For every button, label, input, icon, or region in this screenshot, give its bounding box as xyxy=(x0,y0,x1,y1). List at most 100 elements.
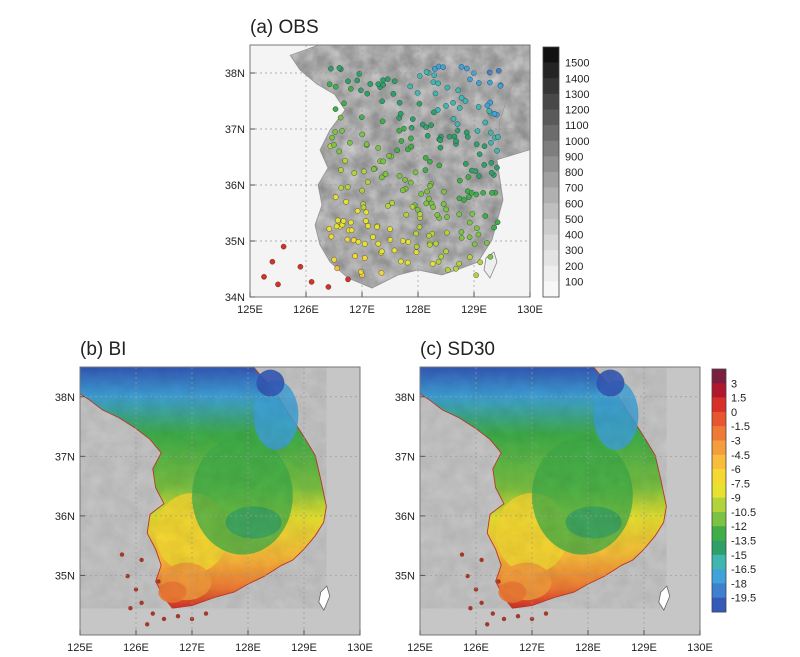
lon-tick-label: 125E xyxy=(407,642,433,654)
station-dot xyxy=(408,135,414,142)
station-dot xyxy=(486,108,493,114)
lat-tick-label: 34N xyxy=(225,292,245,304)
station-dot xyxy=(430,204,436,210)
station-dot xyxy=(437,144,444,151)
temperature-swatch xyxy=(712,497,726,513)
station-dot xyxy=(456,260,463,267)
station-dot xyxy=(487,129,494,136)
elevation-swatch xyxy=(543,172,559,188)
station-dot xyxy=(409,116,416,122)
station-dot xyxy=(378,174,385,181)
lon-tick-label: 128E xyxy=(235,642,261,654)
temperature-label: -9 xyxy=(731,493,741,505)
station-dot xyxy=(495,68,502,74)
island xyxy=(119,552,125,557)
station-dot xyxy=(443,206,450,213)
temperature-swatch xyxy=(712,511,726,527)
station-dot xyxy=(456,211,463,218)
panel-a-frame xyxy=(249,44,531,298)
station-dot xyxy=(413,230,419,237)
station-dot xyxy=(466,219,473,226)
station-dot xyxy=(297,263,304,270)
lat-tick-label: 38N xyxy=(395,392,415,404)
island xyxy=(139,557,144,563)
island xyxy=(133,587,139,592)
elevation-swatch xyxy=(543,203,559,220)
station-dot xyxy=(385,203,391,209)
station-dot xyxy=(358,268,364,275)
station-dot xyxy=(452,265,459,272)
panel-c-lon-ticks: 125E 126E 127E 128E 129E 130E xyxy=(407,630,713,654)
station-dot xyxy=(332,106,339,112)
temperature-swatch xyxy=(712,483,726,498)
station-dot xyxy=(482,213,489,219)
station-dot xyxy=(414,206,421,213)
station-dot xyxy=(473,141,480,148)
temperature-label: 0 xyxy=(731,407,737,419)
station-dot xyxy=(363,218,369,224)
lat-tick-label: 35N xyxy=(395,570,415,582)
elevation-label: 800 xyxy=(565,167,583,179)
station-dot xyxy=(333,223,340,230)
station-dot xyxy=(475,231,482,238)
lon-tick-label: 129E xyxy=(461,304,487,316)
island xyxy=(515,614,521,619)
station-dot xyxy=(428,122,435,128)
station-dot xyxy=(261,274,267,280)
station-dot xyxy=(431,109,437,116)
station-dot xyxy=(361,241,368,247)
station-dot xyxy=(308,279,315,285)
station-dot xyxy=(325,284,332,290)
station-dot xyxy=(423,200,430,207)
station-dot xyxy=(413,243,420,250)
station-dot xyxy=(358,114,365,120)
temperature-label: -15 xyxy=(731,550,747,562)
elevation-label: 1000 xyxy=(565,136,589,148)
panel-b-temperature-field xyxy=(80,367,331,627)
station-dot xyxy=(398,138,405,144)
elevation-swatch xyxy=(543,218,559,235)
elevation-colorbar: 1500 1400 1300 1200 1100 1000 900 800 700 600 500 4… xyxy=(542,46,589,298)
station-dot xyxy=(456,177,463,184)
tsushima-island xyxy=(658,585,671,611)
station-dot xyxy=(425,195,432,202)
station-dot xyxy=(275,281,281,288)
station-dot xyxy=(458,229,465,235)
station-dot xyxy=(426,158,433,165)
station-dot xyxy=(380,158,387,165)
temperature-label: -4.5 xyxy=(731,450,750,462)
station-dot xyxy=(444,267,451,273)
station-dot xyxy=(361,255,368,261)
station-dot xyxy=(444,84,451,91)
panel-c-frame xyxy=(419,366,701,636)
island xyxy=(501,616,507,622)
terrain-texture xyxy=(80,367,327,609)
station-dot xyxy=(456,105,463,111)
station-dot xyxy=(424,132,431,139)
station-dot xyxy=(280,243,287,250)
station-dot xyxy=(348,227,355,234)
station-dot xyxy=(326,81,333,88)
station-dot xyxy=(488,169,495,176)
station-dot xyxy=(404,259,411,266)
elevation-label: 1200 xyxy=(565,105,589,117)
panel-b-lon-ticks: 125E 126E 127E 128E 129E 130E xyxy=(67,630,373,654)
station-dot xyxy=(494,219,501,226)
temperature-swatch xyxy=(712,397,726,413)
station-dot xyxy=(374,224,380,230)
station-dot xyxy=(384,76,391,82)
station-dot xyxy=(484,102,491,109)
lat-tick-label: 35N xyxy=(55,570,75,582)
station-dot xyxy=(361,168,367,175)
station-dot xyxy=(403,211,410,218)
station-dot xyxy=(334,265,341,272)
panel-a-stations xyxy=(261,63,504,290)
elevation-label: 600 xyxy=(565,198,583,210)
lon-tick-label: 127E xyxy=(179,642,205,654)
island xyxy=(161,616,167,622)
lon-tick-label: 129E xyxy=(291,642,317,654)
station-dot xyxy=(364,90,371,97)
station-dot xyxy=(482,119,489,126)
station-dot xyxy=(422,167,429,173)
